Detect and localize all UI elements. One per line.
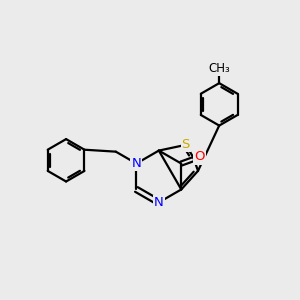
Text: S: S (182, 138, 190, 152)
Text: N: N (154, 196, 164, 209)
Text: CH₃: CH₃ (208, 62, 230, 75)
Text: O: O (194, 151, 205, 164)
Text: N: N (131, 157, 141, 170)
